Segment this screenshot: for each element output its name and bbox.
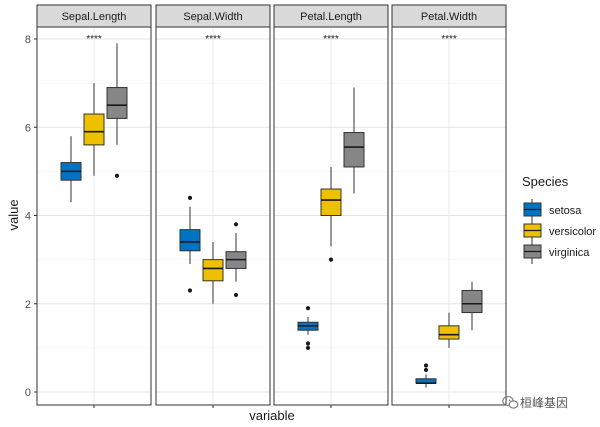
legend-item-setosa: setosa [523,199,582,222]
watermark-text: 桓峰基因 [520,395,568,410]
outlier-point [423,367,429,373]
box-virginica [106,43,128,178]
outlier-point [423,363,429,368]
box-setosa [179,195,201,293]
facet-strip-label: Sepal.Length [62,11,127,23]
y-axis: 0 2 4 6 8 [25,34,37,399]
wechat-icon [502,396,519,409]
watermark: 桓峰基因 [502,395,568,410]
legend: Species setosa versicolor virginica [522,174,596,264]
box-versicolor [438,312,460,348]
box-body [320,188,342,216]
legend-label: virginica [549,247,590,259]
significance-label: **** [323,34,339,45]
outlier-point [233,222,239,227]
box-body [179,229,201,252]
outlier-point [305,341,311,346]
outlier-point [233,292,239,298]
box-virginica [343,87,365,194]
legend-label: setosa [549,205,582,217]
legend-title: Species [522,174,569,189]
x-axis-title: variable [249,408,295,423]
facet-panel: Petal.Width **** [391,4,507,408]
outlier-point [187,288,193,293]
box-setosa [60,136,82,203]
facet-panel: Petal.Length **** [273,4,389,408]
box-body [202,259,224,282]
y-axis-title: value [6,199,21,230]
y-tick-label: 6 [25,122,31,134]
box-versicolor [320,166,342,262]
box-versicolor [83,83,105,176]
facet-panels: Sepal.Length****Sepal.Width****Petal.Len… [36,4,507,408]
facet-panel: Sepal.Width **** [155,4,271,408]
outlier-point [305,306,311,311]
legend-label: versicolor [549,226,596,238]
legend-item-versicolor: versicolor [523,220,596,243]
box-body [438,325,460,340]
box-virginica [225,222,247,298]
box-setosa [415,363,437,388]
box-body [106,87,128,119]
outlier-point [305,345,311,350]
y-tick-label: 8 [25,34,31,46]
box-body [461,290,483,314]
facet-strip-label: Sepal.Width [183,11,242,23]
outlier-point [114,173,120,178]
significance-label: **** [205,34,221,45]
box-versicolor [202,241,224,304]
box-body [83,113,105,146]
box-body [343,132,365,168]
significance-label: **** [86,34,102,45]
y-tick-label: 4 [25,211,31,223]
box-virginica [461,281,483,331]
outlier-point [328,257,334,262]
legend-item-virginica: virginica [523,241,590,264]
y-tick-label: 2 [25,299,31,311]
box-setosa [297,306,319,350]
y-tick-label: 0 [25,387,31,399]
facet-strip-label: Petal.Length [300,11,362,23]
significance-label: **** [441,34,457,45]
outlier-point [187,195,193,200]
facet-panel: Sepal.Length **** [36,4,152,408]
facet-strip-label: Petal.Width [421,11,477,23]
